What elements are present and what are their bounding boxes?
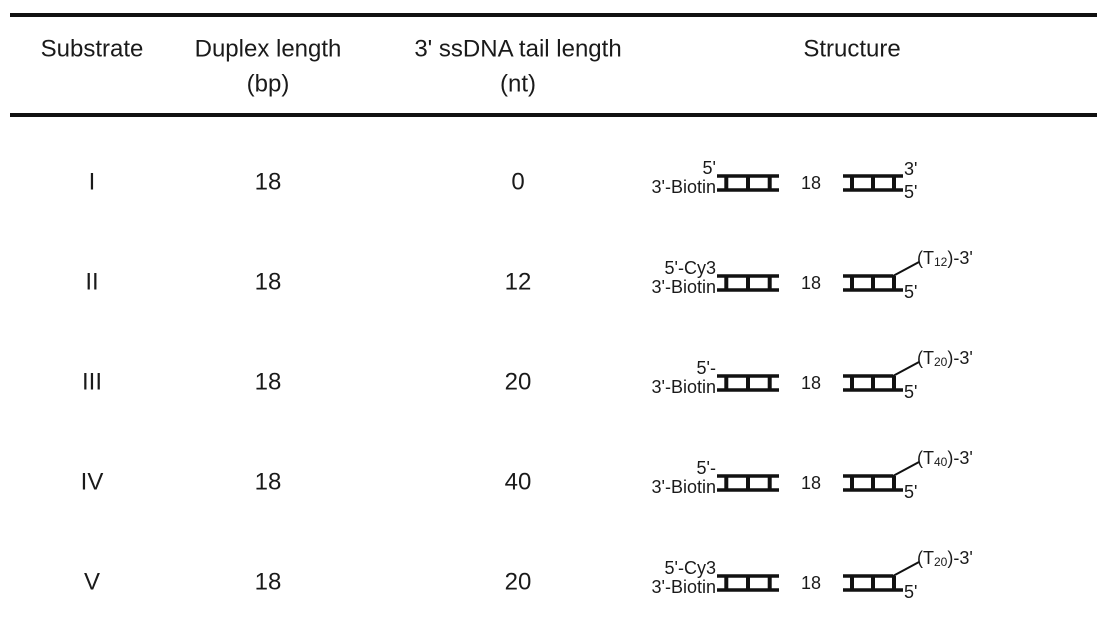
duplex-ladder [843, 176, 903, 190]
duplex-length-label: 18 [801, 273, 821, 293]
header-cell: Duplex length [195, 35, 342, 62]
tail-prefix: (T [917, 448, 934, 468]
strand-label: 3' [904, 159, 917, 179]
header-cell: Substrate [41, 35, 144, 62]
duplex-length-label: 18 [801, 473, 821, 493]
tail-prefix: (T [917, 248, 934, 268]
ssdna-tail [893, 362, 919, 376]
strand-label: 5' [904, 182, 917, 202]
strand-label: 5' [904, 582, 917, 602]
tail-cell: 20 [505, 368, 532, 395]
ssdna-tail [893, 462, 919, 476]
ssdna-tail [893, 262, 919, 276]
tail-suffix: )-3' [947, 448, 972, 468]
duplex-ladder [717, 476, 779, 490]
tail-prefix: (T [917, 348, 934, 368]
strand-label: 3'-Biotin [652, 477, 716, 497]
duplex-cell: 18 [255, 468, 282, 495]
duplex-cell: 18 [255, 368, 282, 395]
tail-subscript: 20 [934, 555, 948, 569]
duplex-ladder [717, 576, 779, 590]
table-page: Substrate Duplex length (bp) 3' ssDNA tail … [0, 0, 1097, 628]
duplex-length-label: 18 [801, 573, 821, 593]
header-cell: (bp) [247, 70, 290, 97]
strand-label: 5' [904, 282, 917, 302]
tail-prefix: (T [917, 548, 934, 568]
header-cell: (nt) [500, 70, 536, 97]
duplex-cell: 18 [255, 268, 282, 295]
tail-cell: 0 [511, 168, 524, 195]
tail-label: (T20)-3' [917, 548, 973, 569]
tail-label: (T40)-3' [917, 448, 973, 469]
tail-suffix: )-3' [947, 348, 972, 368]
tail-subscript: 12 [934, 255, 948, 269]
substrate-cell: V [84, 568, 100, 595]
strand-label: 5'- [697, 458, 716, 478]
ssdna-tail [893, 562, 919, 576]
duplex-ladder [717, 176, 779, 190]
tail-cell: 40 [505, 468, 532, 495]
duplex-length-label: 18 [801, 173, 821, 193]
header-cell: Structure [803, 35, 900, 62]
strand-label: 3'-Biotin [652, 177, 716, 197]
tail-cell: 20 [505, 568, 532, 595]
strand-label: 5'- [697, 358, 716, 378]
duplex-ladder [717, 376, 779, 390]
strand-label: 5' [703, 158, 716, 178]
substrate-cell: IV [81, 468, 104, 495]
strand-label: 3'-Biotin [652, 377, 716, 397]
strand-label: 5' [904, 382, 917, 402]
substrate-cell: II [85, 268, 98, 295]
tail-suffix: )-3' [947, 548, 972, 568]
strand-label: 3'-Biotin [652, 277, 716, 297]
substrate-cell: I [89, 168, 96, 195]
strand-label: 5'-Cy3 [665, 258, 716, 278]
duplex-length-label: 18 [801, 373, 821, 393]
duplex-cell: 18 [255, 168, 282, 195]
header-cell: 3' ssDNA tail length [414, 35, 621, 62]
substrate-cell: III [82, 368, 102, 395]
tail-cell: 12 [505, 268, 532, 295]
tail-suffix: )-3' [947, 248, 972, 268]
tail-subscript: 40 [934, 455, 948, 469]
strand-label: 5' [904, 482, 917, 502]
strand-label: 5'-Cy3 [665, 558, 716, 578]
tail-label: (T12)-3' [917, 248, 973, 269]
duplex-ladder [717, 276, 779, 290]
tail-subscript: 20 [934, 355, 948, 369]
strand-label: 3'-Biotin [652, 577, 716, 597]
duplex-cell: 18 [255, 568, 282, 595]
tail-label: (T20)-3' [917, 348, 973, 369]
